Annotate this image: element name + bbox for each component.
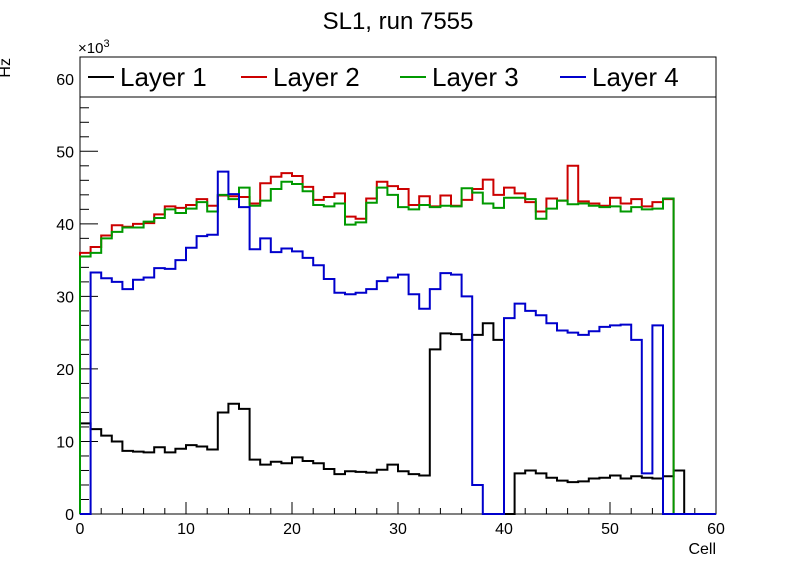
x-tick-label: 10 [177, 521, 195, 538]
y-axis-label: Hz [0, 58, 14, 78]
y-tick-label: 0 [65, 507, 74, 524]
y-tick-label: 10 [56, 434, 74, 451]
y-tick-label: 40 [56, 217, 74, 234]
chart-title: SL1, run 7555 [323, 8, 474, 35]
y-tick-label: 30 [56, 289, 74, 306]
legend-label-layer-2: Layer 2 [273, 62, 360, 92]
series-line-layer-3 [79, 180, 716, 515]
legend-box [79, 56, 717, 98]
x-tick-label: 50 [601, 521, 619, 538]
legend-items: Layer 1 Layer 2 Layer 3 Layer 4 [88, 62, 679, 92]
legend-label-layer-4: Layer 4 [592, 62, 679, 92]
x-tick-label: 20 [283, 521, 301, 538]
y-tick-label: 20 [56, 362, 74, 379]
legend-label-layer-1: Layer 1 [120, 62, 207, 92]
series-line-layer-4 [80, 170, 716, 515]
x-tick-label: 60 [707, 521, 725, 538]
plot-frame [79, 56, 717, 515]
axis-ticks: 0 10 20 30 40 50 60 0 10 20 30 40 50 60 [56, 63, 725, 538]
legend: Layer 1 Layer 2 Layer 3 Layer 4 [79, 56, 717, 98]
y-tick-label: 60 [56, 72, 74, 89]
series-line-layer-2 [79, 164, 716, 515]
x-tick-label: 0 [76, 521, 85, 538]
x-axis-label: Cell [688, 541, 716, 558]
y-multiplier-exponent: 3 [103, 38, 109, 50]
x-tick-label: 30 [389, 521, 407, 538]
series-line-layer-1 [79, 322, 716, 515]
x-tick-label: 40 [495, 521, 513, 538]
legend-label-layer-3: Layer 3 [432, 62, 519, 92]
y-tick-label: 50 [56, 144, 74, 161]
y-multiplier: ×103 [78, 38, 110, 57]
y-multiplier-base: ×10 [78, 40, 103, 57]
series-layer [79, 164, 716, 515]
